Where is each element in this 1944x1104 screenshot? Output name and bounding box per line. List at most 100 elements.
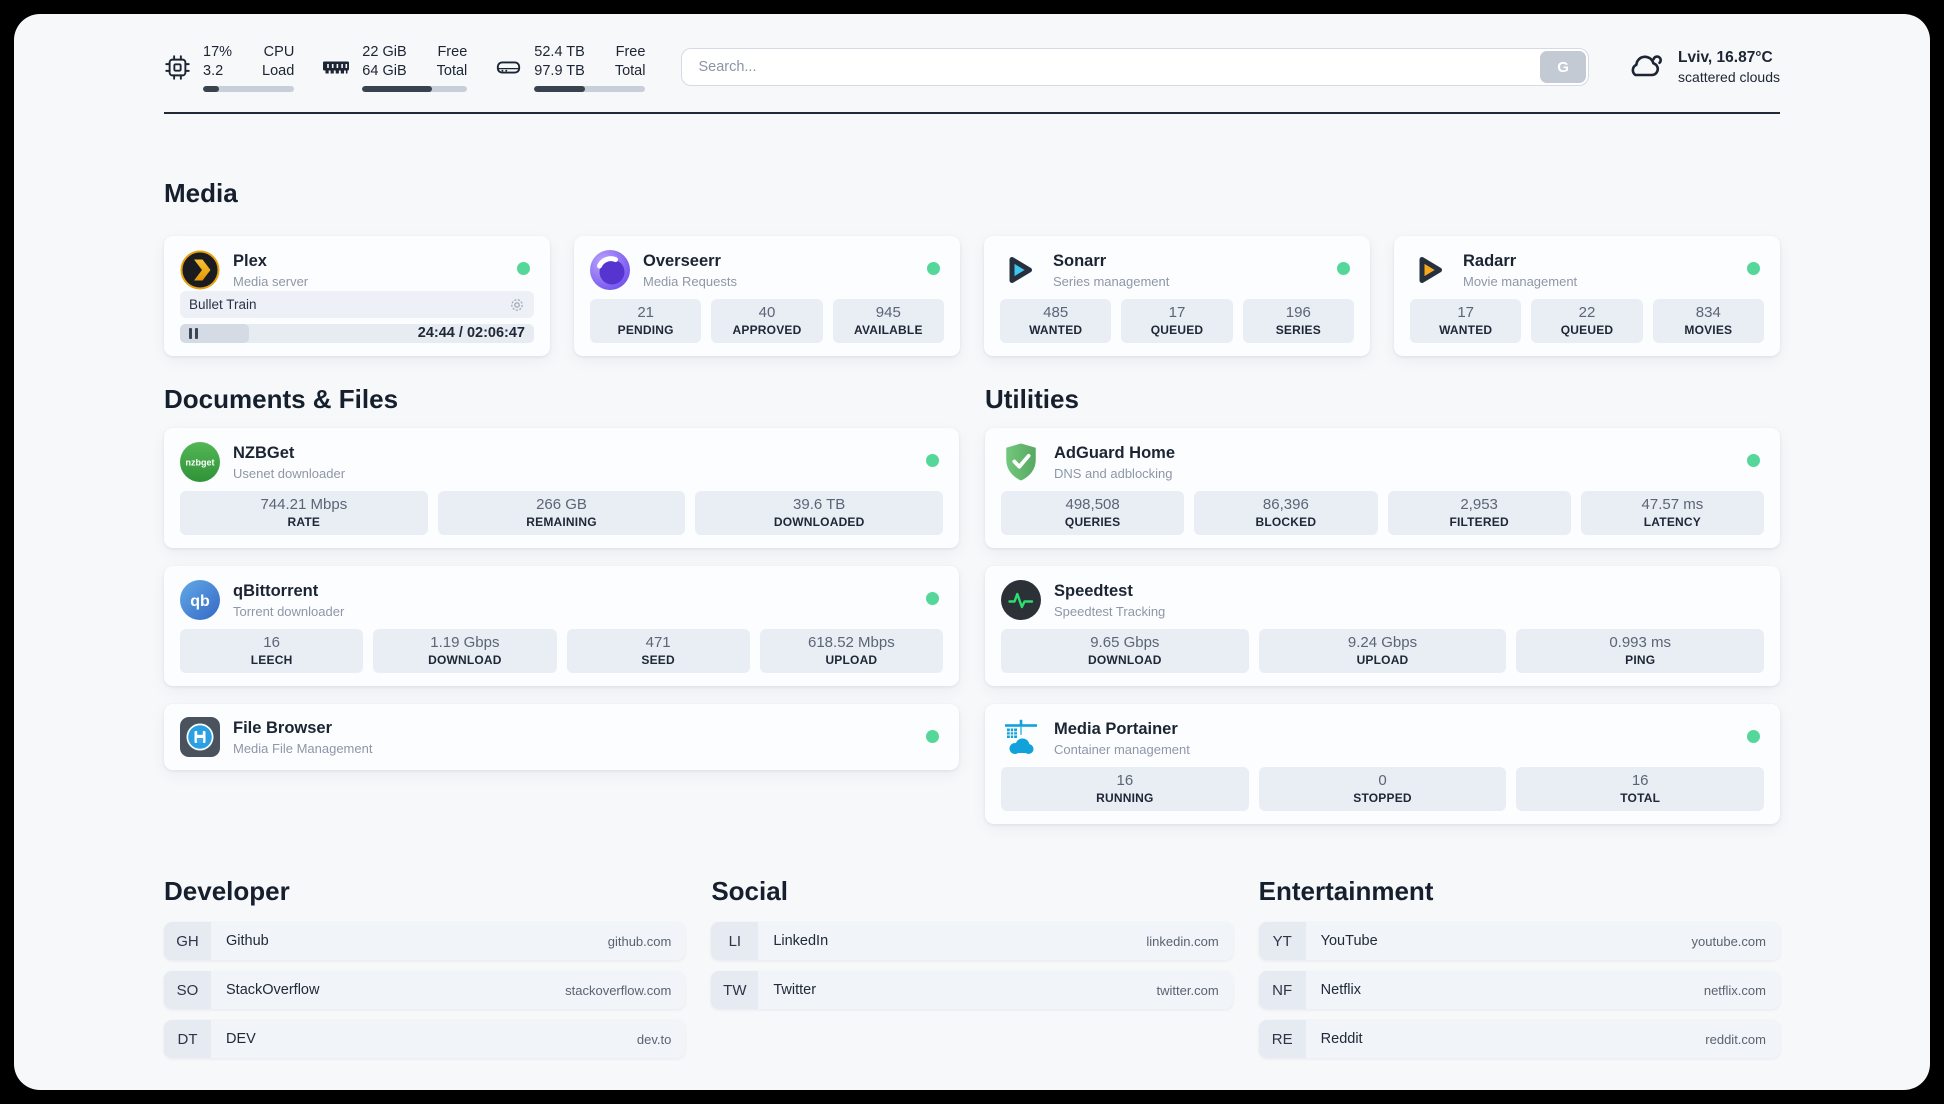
bookmark-linkedin[interactable]: LI LinkedIn linkedin.com (711, 922, 1233, 960)
search-input[interactable] (681, 48, 1590, 86)
bookmark-url: reddit.com (1705, 1031, 1766, 1047)
qbittorrent-icon: qb (180, 580, 220, 620)
bookmark-abbr: LI (711, 922, 759, 960)
overseerr-icon (590, 250, 630, 290)
bookmark-dev[interactable]: DT DEV dev.to (164, 1020, 686, 1058)
bookmark-name: StackOverflow (226, 982, 320, 998)
bookmark-group-developer: Developer GH Github github.com SO StackO… (164, 824, 686, 1058)
app-name: AdGuard Home (1054, 443, 1176, 462)
pause-icon[interactable] (189, 328, 198, 339)
bookmark-url: twitter.com (1156, 982, 1219, 998)
app-card-portainer[interactable]: Media Portainer Container management 16 R… (985, 704, 1780, 824)
bookmark-reddit[interactable]: RE Reddit reddit.com (1258, 1020, 1780, 1058)
cpu-widget: 17% CPU 3.2 Load (164, 43, 295, 92)
search-box: G (681, 48, 1590, 86)
bookmark-youtube[interactable]: YT YouTube youtube.com (1258, 922, 1780, 960)
bookmark-name: Twitter (773, 982, 817, 998)
cpu-percent: 17% (203, 43, 233, 60)
search-engine-button[interactable]: G (1540, 51, 1587, 83)
adguard-icon (1001, 442, 1041, 482)
status-dot (926, 454, 939, 467)
app-card-adguard[interactable]: AdGuard Home DNS and adblocking 498,508 Q… (985, 428, 1780, 548)
ram-total: 64 GiB (362, 62, 407, 79)
media-grid: Plex Media server Bullet Train (164, 236, 1780, 356)
app-description: Movie management (1463, 273, 1578, 289)
app-description: Torrent downloader (233, 603, 345, 619)
bookmark-abbr: GH (164, 922, 211, 960)
bookmark-github[interactable]: GH Github github.com (164, 922, 686, 960)
stat-box: 0 STOPPED (1258, 767, 1507, 811)
header-divider (164, 112, 1780, 114)
gear-icon[interactable] (509, 297, 525, 313)
bookmark-group-social: Social LI LinkedIn linkedin.com TW Twitt… (711, 824, 1233, 1058)
dashboard-canvas: 17% CPU 3.2 Load (14, 14, 1930, 1090)
bookmark-name: DEV (226, 1031, 256, 1047)
stats-row: 16 RUNNING 0 STOPPED 16 TOTAL (1001, 767, 1765, 811)
bookmark-url: stackoverflow.com (565, 982, 672, 998)
stat-box: 16 RUNNING (1001, 767, 1249, 811)
bookmark-abbr: YT (1258, 922, 1306, 960)
now-playing-title: Bullet Train (189, 297, 257, 312)
weather-widget: Lviv, 16.87°C scattered clouds (1625, 49, 1780, 86)
status-dot (926, 730, 939, 743)
section-title-entertainment: Entertainment (1258, 876, 1434, 906)
stat-box: 2,953 FILTERED (1387, 491, 1571, 535)
stat-box: 21 PENDING (590, 299, 702, 343)
documents-column: Documents & Files nzbget NZBGe (164, 356, 959, 824)
ram-widget: 22 GiB Free 64 GiB Total (322, 43, 468, 92)
app-card-sonarr[interactable]: Sonarr Series management 485 WANTED 17 QUE… (984, 236, 1370, 356)
disk-progress-bar (534, 85, 646, 92)
stat-box: 0.993 ms PING (1516, 629, 1765, 673)
bookmark-stackoverflow[interactable]: SO StackOverflow stackoverflow.com (164, 971, 686, 1009)
utilities-column: Utilities AdGuard Home (985, 356, 1780, 824)
stats-row: 498,508 QUERIES 86,396 BLOCKED 2,953 FILTER… (1001, 491, 1764, 535)
stats-row: 744.21 Mbps RATE 266 GB REMAINING 39.6 TB D… (180, 491, 944, 535)
app-card-speedtest[interactable]: Speedtest Speedtest Tracking 9.65 Gbps DO… (985, 566, 1780, 686)
app-name: Plex (233, 251, 267, 270)
disk-label-bottom: Total (614, 62, 646, 79)
weather-location: Lviv, 16.87°C (1678, 49, 1773, 66)
app-card-overseerr[interactable]: Overseerr Media Requests 21 PENDING 40 APP… (574, 236, 960, 356)
sonarr-icon (1000, 250, 1040, 290)
status-dot (1337, 262, 1350, 275)
stat-box: 266 GB REMAINING (437, 491, 686, 535)
app-name: Media Portainer (1054, 719, 1178, 738)
stat-box: 744.21 Mbps RATE (180, 491, 428, 535)
bookmark-name: Github (226, 933, 269, 949)
app-description: Media File Management (233, 740, 373, 756)
app-card-qbittorrent[interactable]: qb qBittorrent Torrent downloader 16 LEEC… (164, 566, 959, 686)
stat-box: 86,396 BLOCKED (1194, 491, 1378, 535)
section-title-developer: Developer (164, 876, 290, 906)
stat-box: 618.52 Mbps UPLOAD (759, 629, 943, 673)
cpu-label-top: CPU (263, 43, 295, 60)
weather-condition: scattered clouds (1678, 69, 1780, 85)
stat-box: 17 QUEUED (1121, 299, 1233, 343)
nzbget-icon: nzbget (180, 442, 220, 482)
app-card-radarr[interactable]: Radarr Movie management 17 WANTED 22 QUEUE… (1394, 236, 1780, 356)
stat-box: 16 LEECH (180, 629, 364, 673)
app-name: Radarr (1463, 251, 1517, 270)
stat-box: 834 MOVIES (1652, 299, 1764, 343)
stat-box: 485 WANTED (1000, 299, 1112, 343)
playback-progress-bar[interactable]: 24:44 / 02:06:47 (180, 324, 534, 343)
bookmark-abbr: SO (164, 971, 211, 1009)
bookmark-twitter[interactable]: TW Twitter twitter.com (711, 971, 1233, 1009)
hardware-widgets: 17% CPU 3.2 Load (164, 43, 646, 92)
app-description: Container management (1054, 741, 1190, 757)
app-description: Usenet downloader (233, 465, 346, 481)
svg-text:qb: qb (190, 593, 210, 610)
app-card-nzbget[interactable]: nzbget NZBGet Usenet downloader 744.21 M… (164, 428, 959, 548)
app-card-filebrowser[interactable]: File Browser Media File Management (164, 704, 959, 770)
bookmark-url: dev.to (636, 1031, 672, 1047)
bookmark-name: Netflix (1320, 982, 1361, 998)
ram-progress-bar (362, 85, 468, 92)
app-name: qBittorrent (233, 581, 319, 600)
speedtest-icon (1001, 580, 1041, 620)
chip-icon (164, 54, 191, 81)
disk-label-top: Free (615, 43, 646, 60)
top-bar: 17% CPU 3.2 Load (164, 36, 1780, 98)
bookmark-netflix[interactable]: NF Netflix netflix.com (1258, 971, 1780, 1009)
stat-box: 1.19 Gbps DOWNLOAD (373, 629, 557, 673)
app-card-plex[interactable]: Plex Media server Bullet Train (164, 236, 550, 356)
app-description: Speedtest Tracking (1054, 603, 1166, 619)
